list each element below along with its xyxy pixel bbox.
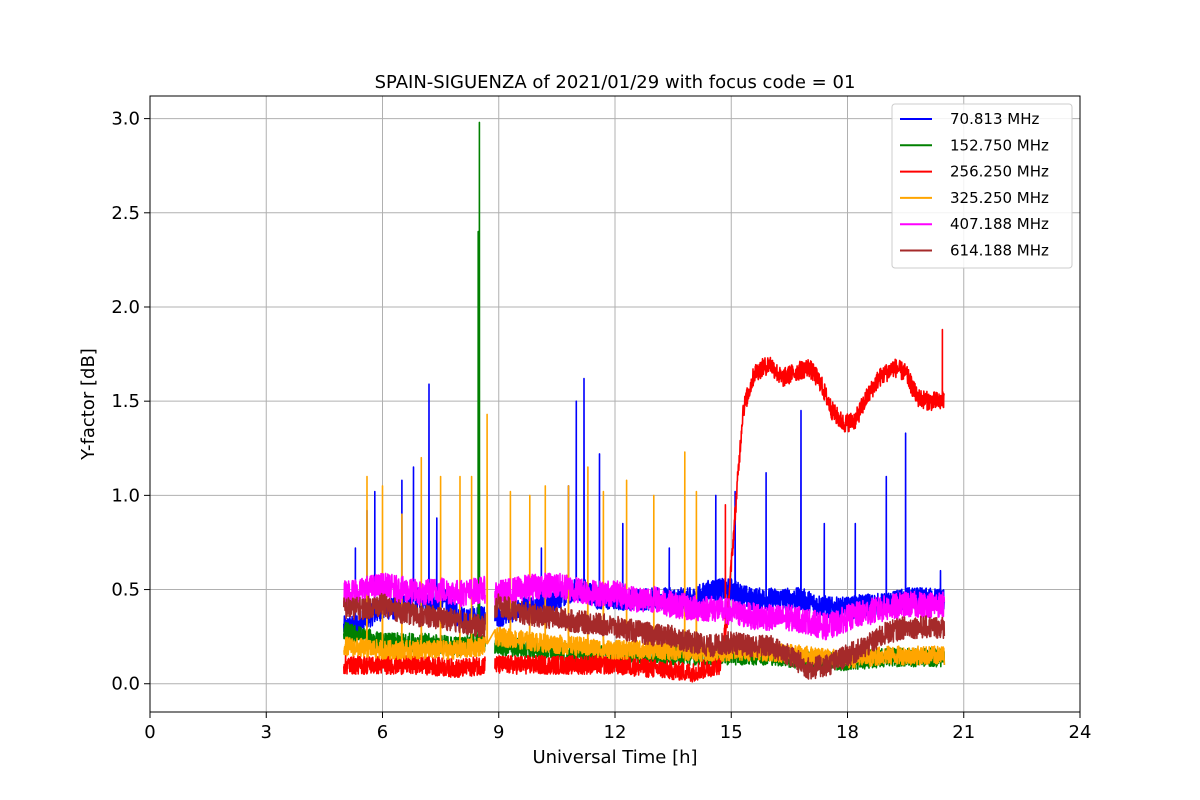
y-tick-label: 1.0: [111, 485, 140, 506]
x-tick-label: 18: [836, 722, 859, 743]
plot-area: [343, 121, 946, 683]
legend-label-614-188-mhz: 614.188 MHz: [950, 242, 1049, 260]
legend-box: [891, 103, 1073, 269]
x-tick-label: 15: [720, 722, 743, 743]
x-tick-label: 9: [493, 722, 504, 743]
series-line-407-188-mhz: [343, 572, 946, 641]
y-axis-label: Y-factor [dB]: [78, 348, 99, 461]
legend-label-407-188-mhz: 407.188 MHz: [950, 215, 1049, 233]
y-axis: 0.0 0.5 1.0 1.5 2.0 2.5 3.0: [111, 109, 150, 695]
x-axis-label: Universal Time [h]: [532, 747, 697, 768]
x-tick-label: 21: [952, 722, 975, 743]
y-tick-label: 0.5: [111, 580, 140, 601]
x-tick-label: 12: [604, 722, 627, 743]
x-axis: 0 3 6 9 12 15 18 21 24: [144, 712, 1091, 743]
series-line-614-188-mhz: [343, 592, 946, 680]
legend-label-70-813-mhz: 70.813 MHz: [950, 110, 1039, 128]
legend-label-325-250-mhz: 325.250 MHz: [950, 189, 1049, 207]
x-tick-label: 6: [377, 722, 388, 743]
y-tick-label: 2.5: [111, 203, 140, 224]
y-tick-label: 0.0: [111, 674, 140, 695]
legend-label-152-750-mhz: 152.750 MHz: [950, 136, 1049, 154]
x-tick-label: 0: [144, 722, 155, 743]
x-tick-label: 24: [1069, 722, 1092, 743]
legend: 70.813 MHz 152.750 MHz 256.250 MHz 325.250 …: [891, 103, 1073, 269]
legend-label-256-250-mhz: 256.250 MHz: [950, 163, 1049, 181]
y-tick-label: 3.0: [111, 109, 140, 130]
x-tick-label: 3: [261, 722, 272, 743]
chart-title: SPAIN-SIGUENZA of 2021/01/29 with focus …: [375, 72, 856, 93]
y-tick-label: 2.0: [111, 297, 140, 318]
series-line-256-250-mhz: [343, 328, 945, 683]
y-tick-label: 1.5: [111, 391, 140, 412]
